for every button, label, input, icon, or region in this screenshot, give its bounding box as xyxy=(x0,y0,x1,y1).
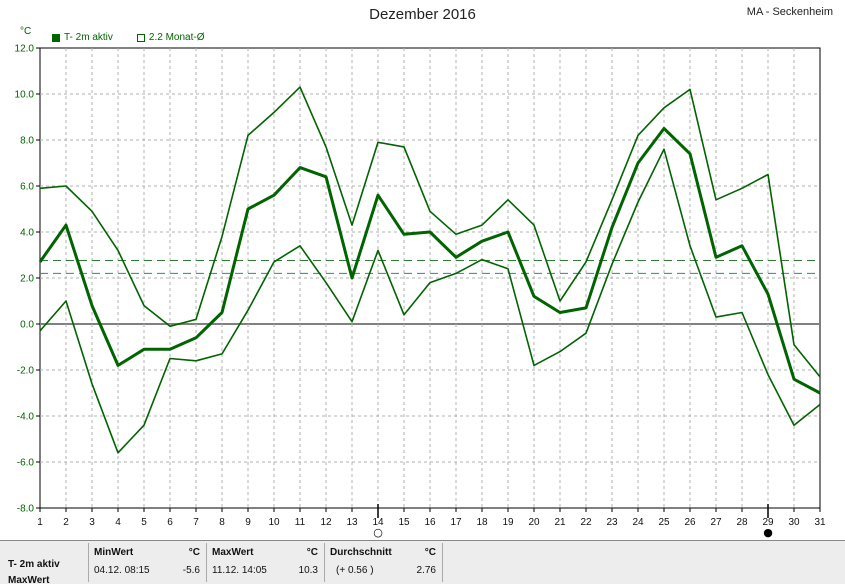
y-axis-unit: °C xyxy=(20,26,32,37)
temperature-chart: 12.010.08.06.04.02.00.0-2.0-4.0-6.0-8.01… xyxy=(15,44,826,540)
x-tick-label: 17 xyxy=(450,517,462,528)
footer-series-cell: T- 2m aktiv MaxWert xyxy=(6,541,86,586)
legend-swatch-filled-icon xyxy=(52,33,60,42)
y-tick-label: 10.0 xyxy=(15,90,35,101)
x-tick-label: 20 xyxy=(528,517,540,528)
x-tick-label: 5 xyxy=(141,517,147,528)
legend-swatch-open-icon xyxy=(136,33,145,42)
statistics-footer: T- 2m aktiv MaxWert MinWert °C 04.12. 08… xyxy=(0,540,845,586)
footer-average-header: Durchschnitt xyxy=(330,547,392,558)
x-tick-label: 30 xyxy=(788,517,800,528)
series-line-min xyxy=(39,148,821,454)
chart-title: Dezember 2016 xyxy=(369,6,476,23)
y-tick-label: 12.0 xyxy=(15,44,35,55)
x-tick-label: 11 xyxy=(295,517,306,528)
y-tick-label: 4.0 xyxy=(20,228,34,239)
legend-item-monthly-average[interactable]: 2.2 Monat-Ø xyxy=(136,32,205,43)
x-tick-label: 23 xyxy=(606,517,618,528)
x-tick-label: 2 xyxy=(63,517,69,528)
footer-min-time: 04.12. 08:15 xyxy=(94,565,150,576)
station-name: MA - Seckenheim xyxy=(746,6,833,18)
x-tick-label: 1 xyxy=(37,517,43,528)
x-tick-label: 25 xyxy=(658,517,670,528)
x-tick-label: 8 xyxy=(219,517,225,528)
footer-average-delta: (+ 0.56 ) xyxy=(336,565,374,576)
y-tick-label: 8.0 xyxy=(20,136,34,147)
footer-max-cell: MaxWert °C 11.12. 14:05 10.3 xyxy=(210,541,322,584)
footer-divider xyxy=(442,543,443,582)
footer-min-header: MinWert xyxy=(94,547,134,558)
footer-max-unit: °C xyxy=(306,547,318,558)
series-line-mean xyxy=(38,127,821,395)
footer-divider xyxy=(324,543,325,582)
x-tick-label: 6 xyxy=(167,517,173,528)
footer-average-unit: °C xyxy=(424,547,436,558)
x-tick-label: 16 xyxy=(424,517,436,528)
x-tick-label: 21 xyxy=(554,517,566,528)
full-moon-icon: ● xyxy=(763,526,773,539)
footer-max-header: MaxWert xyxy=(212,547,254,558)
footer-max-time: 11.12. 14:05 xyxy=(212,565,267,576)
footer-divider xyxy=(206,543,207,582)
footer-average-value: 2.76 xyxy=(416,565,436,576)
footer-min-unit: °C xyxy=(188,547,200,558)
y-tick-label: -8.0 xyxy=(17,504,35,515)
x-tick-label: 14 xyxy=(372,517,384,528)
x-tick-label: 9 xyxy=(245,517,251,528)
y-tick-label: 2.0 xyxy=(20,274,34,285)
x-tick-label: 13 xyxy=(346,517,358,528)
x-tick-label: 27 xyxy=(710,517,722,528)
footer-series-label-2: MaxWert xyxy=(8,575,50,586)
x-tick-label: 31 xyxy=(814,517,826,528)
legend-label-actual: T- 2m aktiv xyxy=(64,32,113,43)
y-tick-label: -4.0 xyxy=(17,412,35,423)
x-tick-label: 3 xyxy=(89,517,95,528)
y-tick-label: -6.0 xyxy=(17,458,35,469)
x-tick-label: 19 xyxy=(502,517,514,528)
x-tick-label: 10 xyxy=(268,517,280,528)
footer-series-label: T- 2m aktiv xyxy=(8,559,60,570)
x-tick-label: 12 xyxy=(320,517,332,528)
legend: T- 2m aktiv 2.2 Monat-Ø xyxy=(52,32,205,43)
x-tick-label: 26 xyxy=(684,517,696,528)
y-tick-label: 6.0 xyxy=(20,182,34,193)
series-line-max xyxy=(39,86,821,378)
x-tick-label: 18 xyxy=(476,517,488,528)
x-tick-label: 24 xyxy=(632,517,644,528)
footer-min-value: -5.6 xyxy=(182,565,200,576)
footer-average-cell: Durchschnitt °C (+ 0.56 ) 2.76 xyxy=(328,541,440,584)
new-moon-icon: ○ xyxy=(373,526,383,539)
x-tick-label: 4 xyxy=(115,517,121,528)
x-tick-label: 29 xyxy=(762,517,774,528)
x-tick-label: 15 xyxy=(398,517,410,528)
y-tick-label: 0.0 xyxy=(20,320,34,331)
y-tick-label: -2.0 xyxy=(17,366,35,377)
x-tick-label: 22 xyxy=(580,517,592,528)
footer-min-cell: MinWert °C 04.12. 08:15 -5.6 xyxy=(92,541,204,584)
footer-max-value: 10.3 xyxy=(298,565,318,576)
legend-item-actual[interactable]: T- 2m aktiv xyxy=(52,32,113,43)
x-tick-label: 28 xyxy=(736,517,748,528)
legend-label-monthly-average: 2.2 Monat-Ø xyxy=(148,32,205,43)
footer-divider xyxy=(88,543,89,582)
x-tick-label: 7 xyxy=(193,517,199,528)
